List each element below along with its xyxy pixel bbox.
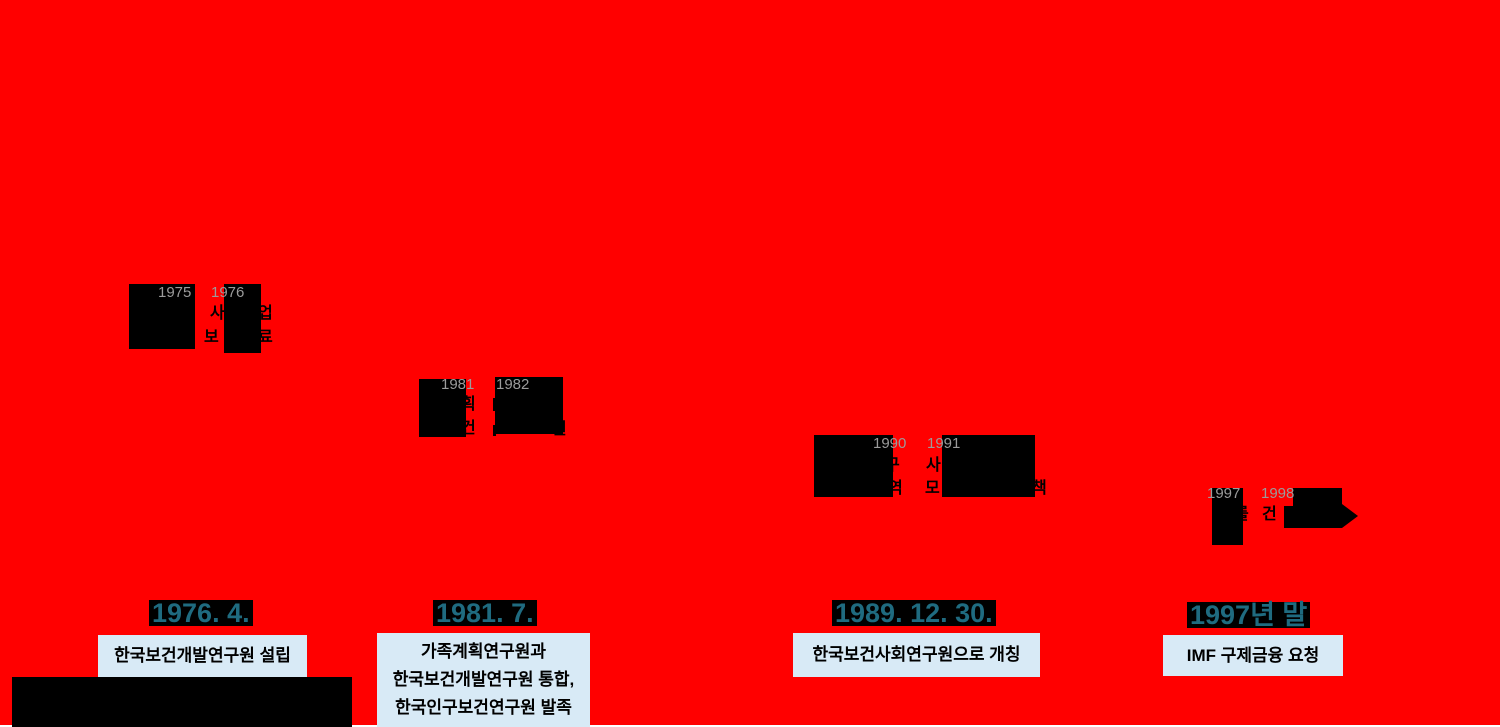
- event-caption: IMF 구제금융 요청: [1163, 635, 1343, 676]
- photo-year-label: 1982: [496, 376, 530, 393]
- event-caption-line: 한국보건개발연구원 통합,: [392, 670, 575, 689]
- event-caption: 한국보건사회연구원으로 개칭: [793, 633, 1040, 677]
- caption-fragment-sliver: [493, 425, 496, 436]
- event-date: 1997년 말: [1187, 602, 1311, 629]
- photo-caption-fragment: 모: [925, 480, 940, 497]
- timeline-photo-placeholder: [942, 435, 1035, 497]
- right-arrow-icon: [1342, 504, 1358, 528]
- bottom-black-rectangle: [12, 677, 352, 727]
- timeline-photo-placeholder: [1284, 506, 1342, 528]
- event-caption: 한국보건개발연구원 설립: [98, 635, 307, 677]
- photo-caption-fragment: 사: [210, 305, 225, 322]
- event-date: 1989. 12. 30.: [832, 600, 996, 627]
- timeline-photo-placeholder: [495, 377, 563, 434]
- photo-caption-fragment: 건: [1262, 506, 1277, 523]
- photo-caption-fragment: 업: [258, 305, 273, 322]
- caption-fragment-sliver: [493, 398, 496, 411]
- timeline-photo-placeholder: [224, 284, 261, 353]
- photo-year-label: 1997: [1207, 485, 1241, 502]
- photo-year-label: 1998: [1261, 485, 1295, 502]
- event-caption-line: IMF 구제금융 요청: [1186, 645, 1320, 665]
- event-caption-line: 한국보건사회연구원으로 개칭: [812, 645, 1021, 664]
- photo-year-label: 1976: [211, 284, 245, 301]
- slide-bottom-edge: [0, 725, 1500, 727]
- event-caption-line: 한국인구보건연구원 발족: [395, 698, 572, 717]
- timeline-photo-placeholder: [814, 435, 893, 497]
- timeline-photo-placeholder: [1212, 488, 1243, 545]
- photo-year-label: 1990: [873, 435, 907, 452]
- timeline-photo-placeholder: [419, 379, 466, 437]
- event-caption-line: 한국보건개발연구원 설립: [114, 646, 291, 665]
- photo-caption-fragment: 책: [1032, 480, 1047, 497]
- photo-year-label: 1981: [441, 376, 475, 393]
- photo-year-label: 1991: [927, 435, 961, 452]
- event-date: 1976. 4.: [149, 600, 253, 627]
- photo-caption-fragment: 료: [258, 329, 273, 346]
- event-caption-line: 가족계획연구원과: [420, 642, 547, 661]
- timeline-photo-placeholder: [129, 284, 195, 349]
- photo-year-label: 1975: [158, 284, 192, 301]
- photo-caption-fragment: 보: [204, 329, 219, 346]
- event-date: 1981. 7.: [433, 600, 537, 627]
- photo-caption-fragment: 사: [926, 457, 941, 474]
